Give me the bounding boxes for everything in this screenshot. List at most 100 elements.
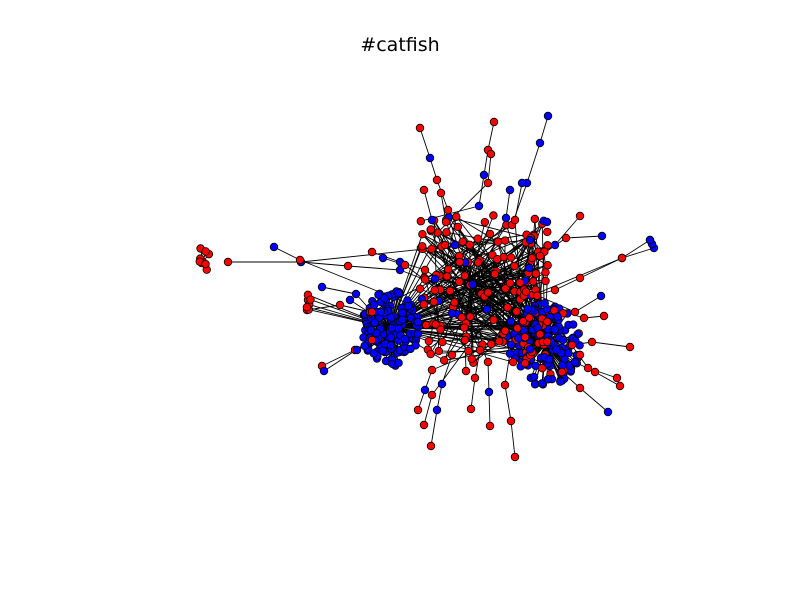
edge-layer — [199, 115, 655, 458]
red-node — [455, 277, 464, 287]
red-node — [590, 367, 600, 377]
red-node — [443, 205, 453, 215]
red-node — [495, 337, 504, 346]
red-node — [466, 404, 476, 414]
blue-node — [558, 335, 568, 345]
blue-node — [517, 178, 527, 188]
graph-edge — [423, 189, 433, 221]
graph-edge — [504, 240, 548, 266]
red-node — [201, 247, 210, 256]
graph-edge — [554, 215, 581, 246]
graph-edge — [554, 277, 581, 291]
blue-node — [386, 333, 396, 342]
red-node — [583, 363, 593, 373]
red-node — [455, 257, 464, 267]
graph-edge — [464, 339, 467, 372]
red-node — [543, 317, 552, 326]
red-node — [513, 324, 522, 333]
red-node — [416, 217, 426, 226]
graph-edge — [526, 142, 541, 184]
red-node — [557, 367, 567, 377]
red-node — [302, 302, 312, 312]
blue-node — [369, 349, 378, 358]
graph-edge — [369, 282, 521, 313]
blue-node — [569, 320, 578, 329]
red-node — [452, 212, 461, 221]
red-node — [535, 330, 545, 339]
blue-node — [413, 329, 423, 339]
graph-edge — [474, 349, 481, 379]
red-node — [438, 337, 447, 347]
red-node — [466, 312, 475, 321]
graph-edge — [544, 344, 563, 366]
red-node — [419, 185, 429, 195]
red-node — [570, 307, 580, 317]
red-node — [429, 297, 439, 306]
red-node — [489, 315, 498, 325]
blue-node — [394, 358, 403, 368]
red-node — [541, 268, 550, 277]
blue-node — [542, 217, 552, 227]
blue-node — [450, 240, 460, 250]
graph-edge — [594, 371, 621, 387]
red-node — [440, 240, 450, 250]
red-node — [520, 359, 530, 368]
blue-node — [319, 366, 329, 376]
red-node — [367, 307, 377, 317]
red-node — [436, 188, 446, 198]
red-node — [531, 269, 541, 278]
graph-edge — [621, 247, 655, 259]
red-node — [483, 178, 493, 188]
red-node — [343, 261, 353, 271]
red-node — [473, 258, 483, 267]
red-node — [420, 275, 430, 284]
blue-node — [352, 345, 362, 355]
red-node — [615, 381, 625, 391]
red-node — [465, 240, 474, 249]
blue-node — [387, 323, 397, 333]
red-node — [426, 349, 435, 359]
red-node — [418, 229, 427, 239]
red-node — [575, 273, 585, 283]
red-node — [503, 303, 512, 312]
red-node — [486, 149, 496, 159]
red-node — [461, 366, 471, 376]
red-node — [419, 420, 429, 430]
red-node — [447, 350, 457, 360]
blue-node — [413, 317, 423, 327]
graph-edge — [487, 361, 490, 393]
red-node — [442, 272, 452, 281]
red-node — [420, 265, 430, 275]
graph-edge — [463, 257, 533, 328]
red-node — [442, 228, 451, 237]
graph-edge — [486, 234, 535, 310]
red-node — [485, 229, 495, 239]
red-node — [542, 337, 552, 346]
red-node — [543, 261, 552, 270]
red-node — [430, 285, 439, 295]
red-node — [510, 261, 519, 271]
blue-node — [597, 231, 607, 241]
graph-edge — [539, 115, 549, 144]
blue-node — [386, 341, 396, 350]
red-node — [467, 354, 476, 364]
red-node — [426, 441, 436, 451]
blue-node — [345, 295, 355, 305]
graph-edge — [431, 251, 539, 396]
graph-edge — [487, 153, 492, 184]
red-node — [501, 284, 510, 293]
red-node — [295, 255, 305, 265]
blue-node — [437, 379, 447, 389]
red-node — [434, 346, 443, 356]
blue-node — [400, 334, 410, 344]
red-node — [500, 380, 510, 390]
blue-node — [543, 375, 553, 384]
red-node — [458, 237, 467, 246]
blue-node — [269, 242, 279, 252]
blue-node — [474, 201, 484, 211]
graph-edge — [621, 239, 651, 259]
graph-edge — [465, 257, 623, 324]
blue-node — [404, 302, 413, 311]
red-node — [490, 269, 500, 279]
red-node — [439, 356, 449, 365]
